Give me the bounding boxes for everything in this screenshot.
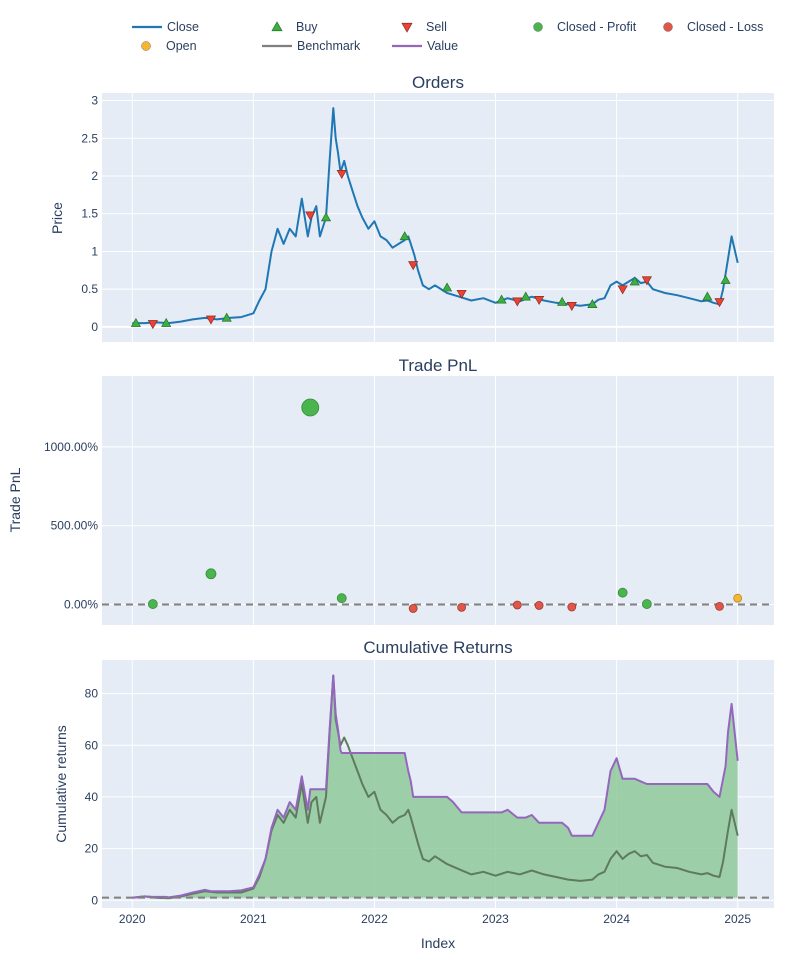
buy-marker[interactable] xyxy=(320,212,332,222)
legend-item-benchmark[interactable]: Benchmark xyxy=(262,39,361,53)
closed-profit-point[interactable] xyxy=(147,599,158,609)
buy-marker[interactable] xyxy=(520,291,531,301)
pnl-y-tick-label: 1000.00% xyxy=(44,440,98,454)
open-legend-icon xyxy=(141,41,151,51)
sell-marker[interactable] xyxy=(456,289,467,299)
value-series-line[interactable] xyxy=(132,674,739,899)
buy-marker[interactable] xyxy=(221,312,232,322)
legend-item-close[interactable]: Close xyxy=(132,20,199,34)
sell-marker[interactable] xyxy=(147,320,158,330)
sell-marker[interactable] xyxy=(566,302,577,311)
legend-item-buy[interactable]: Buy xyxy=(271,20,318,34)
returns-x-tick-label: 2025 xyxy=(724,912,751,926)
closed-loss-point[interactable] xyxy=(408,604,418,613)
pnl-title: Trade PnL xyxy=(399,356,478,375)
pnl-y-axis-label: Trade PnL xyxy=(7,467,23,532)
legend-item-sell[interactable]: Sell xyxy=(401,20,447,34)
pnl-y-tick-label: 0.00% xyxy=(64,598,98,612)
orders-plot-area[interactable] xyxy=(102,93,774,342)
open-trade-point[interactable] xyxy=(733,593,743,603)
orders-plot: 0 0.5 1 1.5 2 2.5 3 xyxy=(81,93,774,342)
closed-loss-point[interactable] xyxy=(534,601,544,610)
returns-y-tick-label: 20 xyxy=(85,842,99,856)
returns-title: Cumulative Returns xyxy=(363,638,512,657)
benchmark-legend-label: Benchmark xyxy=(297,39,361,53)
orders-y-tick-label: 1.5 xyxy=(81,207,98,221)
orders-y-axis-label: Price xyxy=(49,202,65,234)
sell-marker[interactable] xyxy=(205,315,217,325)
closed-profit-point[interactable] xyxy=(641,599,652,609)
buy-marker[interactable] xyxy=(441,282,453,292)
closed-profit-point[interactable] xyxy=(617,587,628,598)
orders-y-tick-label: 1 xyxy=(91,244,98,258)
buy-marker[interactable] xyxy=(557,296,568,306)
loss-legend-icon xyxy=(663,22,673,32)
closed-loss-point[interactable] xyxy=(457,602,467,612)
pnl-plot-area[interactable] xyxy=(102,376,774,625)
value-fill-area xyxy=(132,675,738,898)
buy-legend-label: Buy xyxy=(296,20,318,34)
closed-profit-point[interactable] xyxy=(205,568,217,580)
buy-marker[interactable] xyxy=(161,317,172,327)
returns-y-tick-label: 80 xyxy=(85,687,99,701)
orders-title: Orders xyxy=(412,73,464,92)
buy-marker[interactable] xyxy=(720,274,731,284)
legend[interactable]: Close Buy Sell Closed - Profit Closed - Loss… xyxy=(132,20,763,53)
returns-x-tick-label: 2020 xyxy=(119,912,146,926)
sell-marker[interactable] xyxy=(305,211,316,221)
buy-marker[interactable] xyxy=(130,317,142,327)
buy-marker[interactable] xyxy=(587,299,598,308)
closed-loss-point[interactable] xyxy=(567,602,577,612)
returns-plot: 0 20 40 60 80 2020 2021 2022 2023 2024 2025 xyxy=(85,660,774,926)
sell-marker[interactable] xyxy=(533,296,545,305)
legend-item-loss[interactable]: Closed - Loss xyxy=(663,20,764,34)
benchmark-series-line[interactable] xyxy=(132,674,739,900)
open-legend-label: Open xyxy=(166,39,197,53)
returns-y-tick-label: 0 xyxy=(91,893,98,907)
profit-legend-label: Closed - Profit xyxy=(557,20,637,34)
close-legend-label: Close xyxy=(167,20,199,34)
buy-marker[interactable] xyxy=(496,294,507,304)
sell-marker[interactable] xyxy=(408,261,419,271)
closed-loss-point[interactable] xyxy=(512,600,522,610)
profit-legend-icon xyxy=(533,22,543,32)
orders-y-tick-label: 0.5 xyxy=(81,282,98,296)
pnl-y-tick-label: 500.00% xyxy=(51,519,99,533)
legend-item-profit[interactable]: Closed - Profit xyxy=(533,20,637,34)
orders-y-tick-label: 0 xyxy=(91,320,98,334)
buy-marker[interactable] xyxy=(399,231,410,241)
pnl-plot: 0.00% 500.00% 1000.00% xyxy=(44,376,774,625)
orders-y-tick-label: 2.5 xyxy=(81,131,98,145)
returns-x-axis-label: Index xyxy=(421,935,455,951)
sell-marker[interactable] xyxy=(641,276,652,286)
returns-x-tick-label: 2021 xyxy=(240,912,267,926)
sell-marker[interactable] xyxy=(512,297,523,307)
buy-marker[interactable] xyxy=(702,291,713,301)
closed-profit-point[interactable] xyxy=(336,593,347,604)
buy-marker[interactable] xyxy=(629,276,640,286)
returns-x-tick-label: 2024 xyxy=(603,912,630,926)
closed-profit-point[interactable] xyxy=(301,398,320,417)
returns-y-tick-label: 60 xyxy=(85,738,99,752)
returns-y-tick-label: 40 xyxy=(85,790,99,804)
orders-y-tick-label: 2 xyxy=(91,169,98,183)
sell-legend-icon xyxy=(401,22,413,33)
returns-y-axis-label: Cumulative returns xyxy=(53,725,69,843)
legend-item-value[interactable]: Value xyxy=(392,39,458,53)
legend-item-open[interactable]: Open xyxy=(141,39,197,53)
sell-marker[interactable] xyxy=(617,285,628,295)
closed-loss-point[interactable] xyxy=(715,602,724,611)
sell-marker[interactable] xyxy=(714,298,725,308)
buy-legend-icon xyxy=(271,21,283,32)
orders-y-tick-label: 3 xyxy=(91,94,98,108)
value-legend-label: Value xyxy=(427,39,458,53)
sell-marker[interactable] xyxy=(336,170,347,179)
loss-legend-label: Closed - Loss xyxy=(687,20,763,34)
returns-x-tick-label: 2022 xyxy=(361,912,388,926)
returns-x-tick-label: 2023 xyxy=(482,912,509,926)
sell-legend-label: Sell xyxy=(426,20,447,34)
